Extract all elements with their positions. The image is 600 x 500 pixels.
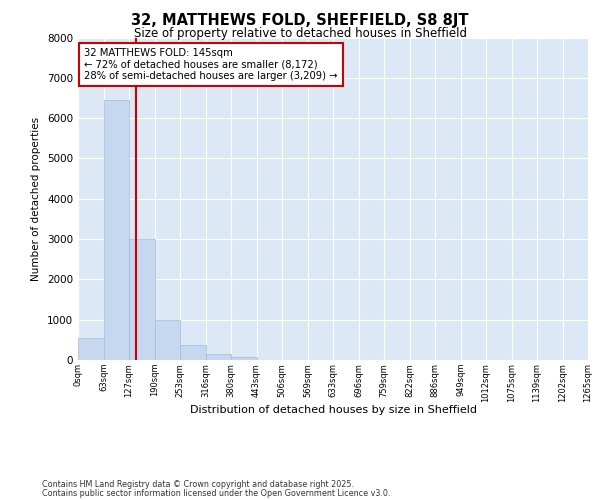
Text: 32, MATTHEWS FOLD, SHEFFIELD, S8 8JT: 32, MATTHEWS FOLD, SHEFFIELD, S8 8JT (131, 12, 469, 28)
Bar (104, 100, 129, 360)
Text: Size of property relative to detached houses in Sheffield: Size of property relative to detached ho… (133, 28, 467, 40)
Bar (180, 344, 205, 360)
Bar (205, 354, 231, 360)
X-axis label: Distribution of detached houses by size in Sheffield: Distribution of detached houses by size … (190, 404, 476, 414)
Text: Contains public sector information licensed under the Open Government Licence v3: Contains public sector information licen… (42, 488, 391, 498)
Bar (231, 357, 257, 360)
Bar (129, 239, 155, 360)
Text: 32 MATTHEWS FOLD: 145sqm
← 72% of detached houses are smaller (8,172)
28% of sem: 32 MATTHEWS FOLD: 145sqm ← 72% of detach… (85, 48, 338, 81)
Y-axis label: Number of detached properties: Number of detached properties (31, 116, 41, 281)
Bar (155, 320, 180, 360)
Bar (78, 338, 104, 360)
Text: Contains HM Land Registry data © Crown copyright and database right 2025.: Contains HM Land Registry data © Crown c… (42, 480, 354, 489)
